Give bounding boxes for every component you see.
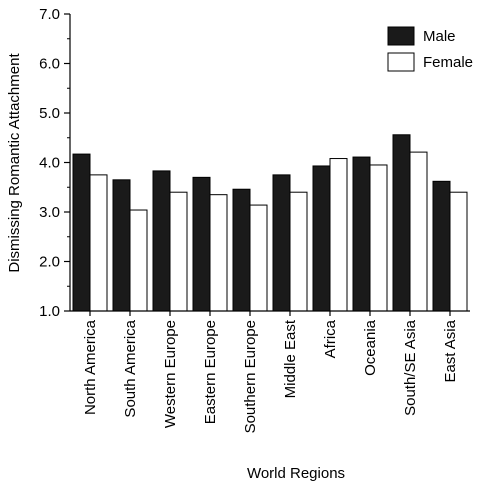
bar-female-north-america bbox=[89, 174, 108, 312]
bar-female-oceania bbox=[369, 164, 388, 312]
x-tick-label: North America bbox=[82, 319, 99, 415]
x-tick-label: Eastern Europe bbox=[202, 320, 219, 424]
y-tick-label: 6.0 bbox=[39, 56, 60, 73]
bar-male-eastern-europe bbox=[192, 176, 211, 312]
legend-swatch-male bbox=[387, 26, 415, 46]
bar-male-africa bbox=[312, 165, 331, 312]
bar-female-east-asia bbox=[449, 191, 468, 312]
y-tick-label: 1.0 bbox=[39, 303, 60, 320]
legend-label-female: Female bbox=[423, 54, 473, 71]
y-tick-label: 2.0 bbox=[39, 254, 60, 271]
legend-label-male: Male bbox=[423, 28, 456, 45]
bars bbox=[72, 134, 468, 312]
bar-male-east-asia bbox=[432, 180, 451, 312]
y-axis-label: Dismissing Romantic Attachment bbox=[6, 53, 23, 273]
bar-female-africa bbox=[329, 158, 348, 312]
y-tick-label: 7.0 bbox=[39, 6, 60, 23]
x-tick-label: Western Europe bbox=[162, 320, 179, 428]
bar-male-south-se-asia bbox=[392, 134, 411, 312]
x-axis-label: World Regions bbox=[247, 465, 345, 482]
x-tick-label: Southern Europe bbox=[242, 320, 259, 433]
x-tick-label: South America bbox=[122, 319, 139, 417]
bar-female-south-america bbox=[129, 209, 148, 312]
bar-female-eastern-europe bbox=[209, 194, 228, 312]
bar-female-middle-east bbox=[289, 191, 308, 312]
bar-male-oceania bbox=[352, 156, 371, 312]
x-tick-label: Africa bbox=[322, 319, 339, 358]
bar-male-southern-europe bbox=[232, 188, 251, 312]
y-tick-label: 3.0 bbox=[39, 204, 60, 221]
bar-male-western-europe bbox=[152, 170, 171, 312]
x-tick-label: Oceania bbox=[362, 319, 379, 376]
bar-female-southern-europe bbox=[249, 204, 268, 312]
x-axis: North America South America Western Europe… bbox=[70, 310, 470, 433]
x-tick-label: Middle East bbox=[282, 319, 299, 398]
y-tick-label: 4.0 bbox=[39, 155, 60, 172]
bar-female-western-europe bbox=[169, 191, 188, 312]
x-tick-label: South/SE Asia bbox=[402, 319, 419, 416]
legend-swatch-female bbox=[387, 52, 415, 72]
bar-male-north-america bbox=[72, 153, 91, 312]
y-axis: 1.0 2.0 3.0 4.0 5.0 6.0 7.0 bbox=[39, 6, 71, 320]
bar-male-south-america bbox=[112, 179, 131, 312]
bar-female-south-se-asia bbox=[409, 151, 428, 312]
y-tick-label: 5.0 bbox=[39, 105, 60, 122]
legend: Male Female bbox=[387, 26, 473, 72]
x-tick-label: East Asia bbox=[442, 319, 459, 382]
bar-male-middle-east bbox=[272, 174, 291, 312]
